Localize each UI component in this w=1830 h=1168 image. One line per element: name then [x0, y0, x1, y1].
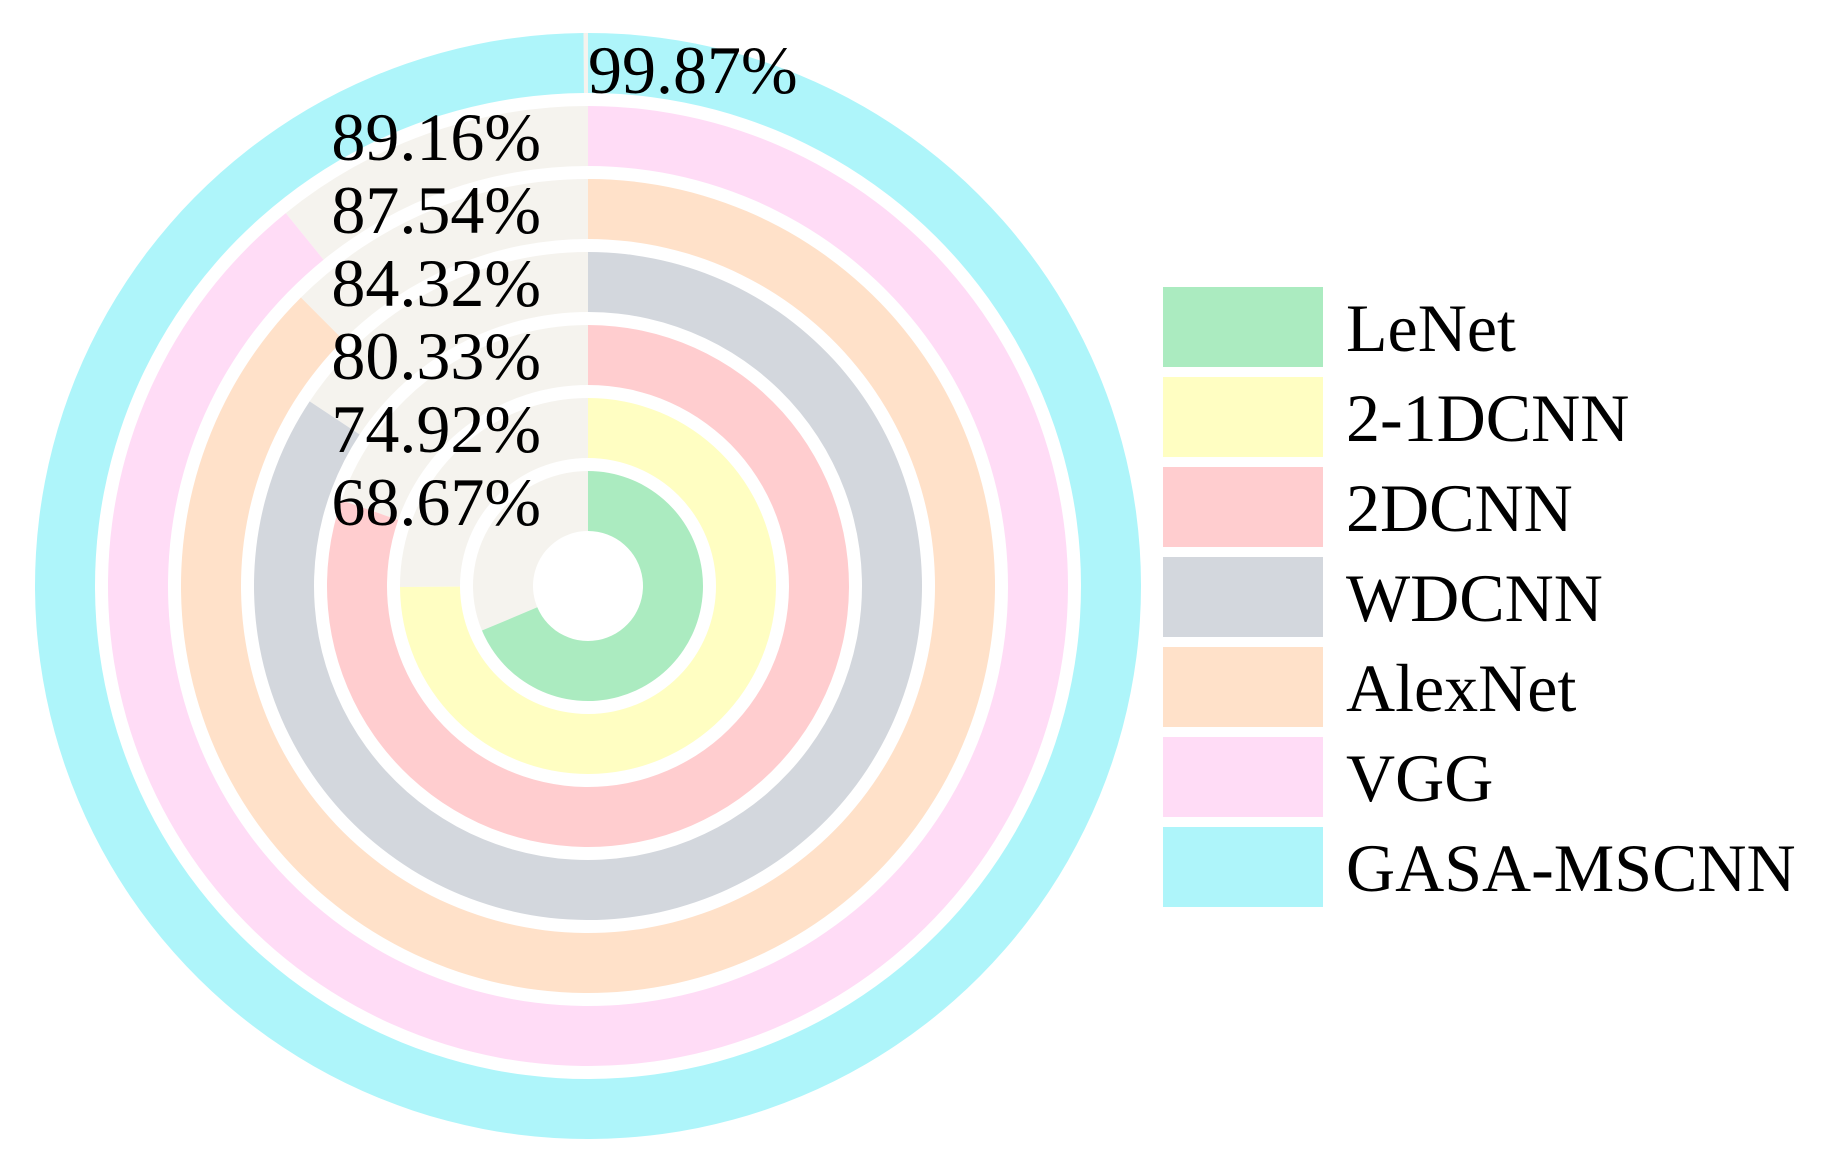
legend: LeNet 2-1DCNN 2DCNN WDCNN AlexNet VGG GASA-MSC… — [1163, 287, 1796, 907]
legend-swatch-gasa-mscnn — [1163, 827, 1323, 907]
legend-swatch-alexnet — [1163, 647, 1323, 727]
ring-track-lenet — [473, 471, 588, 631]
ring-bar-2-1dcnn — [400, 398, 776, 774]
ring-group — [35, 33, 1142, 1140]
value-label-2dcnn: 80.33% — [331, 318, 541, 394]
legend-swatch-2dcnn — [1163, 467, 1323, 547]
ring-track-alexnet — [300, 179, 588, 341]
value-label-vgg: 89.16% — [331, 99, 541, 175]
legend-label-wdcnn: WDCNN — [1346, 560, 1603, 636]
ring-track-2-1dcnn — [400, 398, 588, 587]
value-label-alexnet: 87.54% — [331, 172, 541, 248]
legend-swatch-wdcnn — [1163, 557, 1323, 637]
value-label-2-1dcnn: 74.92% — [331, 391, 541, 467]
value-label-wdcnn: 84.32% — [331, 245, 541, 321]
legend-label-gasa-mscnn: GASA-MSCNN — [1346, 830, 1796, 906]
value-label-gasa-mscnn: 99.87% — [588, 32, 798, 108]
legend-swatch-2-1dcnn — [1163, 377, 1323, 457]
legend-label-alexnet: AlexNet — [1346, 650, 1576, 726]
ring-bar-lenet — [481, 471, 703, 701]
ring-track-wdcnn — [309, 252, 588, 435]
legend-swatch-vgg — [1163, 737, 1323, 817]
ring-track-gasa-mscnn — [583, 33, 588, 94]
value-label-group: 68.67%74.92%80.33%84.32%87.54%89.16% 99.8… — [331, 32, 797, 540]
legend-label-vgg: VGG — [1346, 740, 1493, 816]
ring-track-vgg — [285, 106, 588, 260]
legend-label-lenet: LeNet — [1346, 290, 1516, 366]
value-label-lenet: 68.67% — [331, 464, 541, 540]
ring-track-2dcnn — [341, 325, 588, 520]
ring-bar-vgg — [108, 106, 1069, 1066]
legend-label-2-1dcnn: 2-1DCNN — [1346, 380, 1629, 456]
legend-label-2dcnn: 2DCNN — [1346, 470, 1573, 546]
legend-swatch-lenet — [1163, 287, 1323, 367]
